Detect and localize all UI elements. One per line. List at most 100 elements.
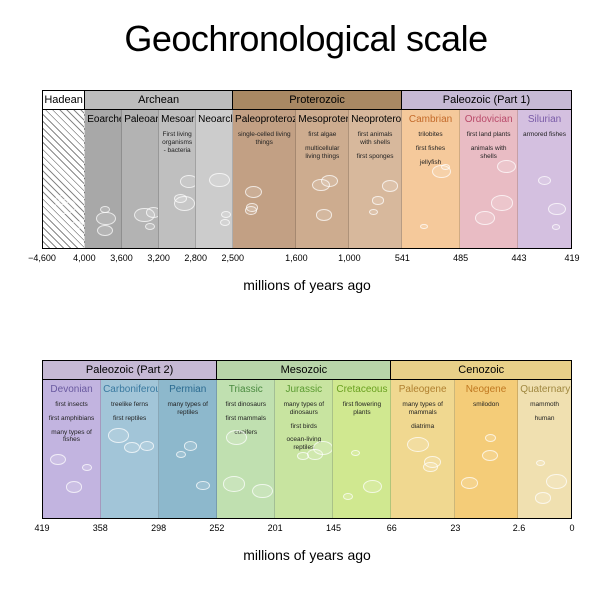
tick-label: 2,800 bbox=[184, 253, 207, 263]
organism-icon bbox=[536, 460, 545, 466]
tick-label: 252 bbox=[209, 523, 224, 533]
tick-label: 3,600 bbox=[110, 253, 133, 263]
organism-icon bbox=[363, 480, 382, 493]
organism-icon bbox=[461, 477, 478, 489]
organism-icon bbox=[209, 173, 230, 188]
tick-label: 1,600 bbox=[285, 253, 308, 263]
period-name: Mesoproterozoic bbox=[298, 114, 346, 125]
period-name: Neogene bbox=[457, 384, 515, 395]
period-cell: Cretaceous first flowering plants bbox=[333, 380, 391, 518]
tick-label: 541 bbox=[395, 253, 410, 263]
tick-label: 358 bbox=[93, 523, 108, 533]
organism-icon bbox=[66, 481, 82, 493]
organism-icon bbox=[491, 195, 513, 210]
organism-icon bbox=[420, 224, 428, 230]
organism-icon bbox=[321, 175, 338, 187]
eon-header-cell: Proterozoic bbox=[233, 91, 402, 109]
period-notes: First living organisms - bacteria bbox=[161, 131, 193, 154]
period-name: Silurian bbox=[520, 114, 569, 125]
period-notes: many types of mammalsdiatrima bbox=[393, 401, 451, 430]
organism-icon bbox=[369, 209, 378, 216]
period-notes: single-celled living things bbox=[235, 131, 293, 147]
page-title: Geochronological scale bbox=[0, 0, 612, 60]
organism-icon bbox=[548, 203, 566, 216]
tick-label: 443 bbox=[511, 253, 526, 263]
tick-label: 145 bbox=[326, 523, 341, 533]
organism-icon bbox=[424, 456, 441, 468]
organism-icon bbox=[108, 428, 129, 443]
organism-icon bbox=[538, 176, 551, 185]
period-name: Paleoproterozoic bbox=[235, 114, 293, 125]
organism-icon bbox=[407, 437, 429, 452]
organism-icon bbox=[97, 225, 113, 236]
organism-icon bbox=[180, 175, 196, 188]
organism-icon bbox=[96, 212, 116, 226]
organism-icon bbox=[71, 221, 83, 229]
axis-label-1: millions of years ago bbox=[42, 277, 572, 293]
tick-label: 4,000 bbox=[73, 253, 96, 263]
tick-label: 1,000 bbox=[338, 253, 361, 263]
period-notes: first algaemulticellular living things bbox=[298, 131, 346, 160]
period-name: Neoproterozoic bbox=[351, 114, 399, 125]
organism-icon bbox=[382, 180, 398, 191]
period-cell: Paleoarchean bbox=[122, 110, 159, 248]
eon-header-cell: Archean bbox=[85, 91, 233, 109]
organism-icon bbox=[55, 199, 76, 214]
period-name: Cambrian bbox=[404, 114, 457, 125]
period-name: Jurassic bbox=[277, 384, 330, 395]
tick-label: 2.6 bbox=[513, 523, 526, 533]
period-cell: Quaternarymammothhuman bbox=[518, 380, 571, 518]
eon-header-cell: Paleozoic (Part 2) bbox=[43, 361, 217, 379]
tick-row-2: 41935829825220114566232.60 bbox=[42, 519, 572, 533]
period-name: Cretaceous bbox=[335, 384, 388, 395]
organism-icon bbox=[485, 434, 496, 442]
organism-icon bbox=[497, 160, 516, 173]
organism-icon bbox=[50, 454, 66, 465]
organism-icon bbox=[546, 474, 568, 489]
organism-icon bbox=[124, 442, 140, 453]
period-cell: Carboniferoustreelike fernsfirst reptile… bbox=[101, 380, 159, 518]
period-name: Triassic bbox=[219, 384, 272, 395]
period-notes: first insectsfirst amphibiansmany types … bbox=[45, 401, 98, 444]
organism-icon bbox=[372, 196, 384, 204]
period-notes: trilobitesfirst fishesjellyfish bbox=[404, 131, 457, 166]
period-notes: smilodon bbox=[457, 401, 515, 409]
tick-label: 66 bbox=[387, 523, 397, 533]
timeline-lower: Paleozoic (Part 2)MesozoicCenozoic Devon… bbox=[42, 360, 572, 563]
period-cell: Triassic first dinosaursfirst mammalsconi… bbox=[217, 380, 275, 518]
period-cell: Mesoproterozoic first algaemulticellular … bbox=[296, 110, 349, 248]
period-name: Permian bbox=[161, 384, 214, 395]
organism-icon bbox=[475, 211, 495, 225]
organism-icon bbox=[351, 450, 360, 456]
period-notes: armored fishes bbox=[520, 131, 569, 139]
organism-icon bbox=[535, 492, 551, 504]
period-cell: Permianmany types of reptiles bbox=[159, 380, 217, 518]
organism-icon bbox=[174, 196, 196, 211]
period-name: Ordovician bbox=[462, 114, 515, 125]
period-notes: mammothhuman bbox=[520, 401, 569, 423]
eon-header-row-1: HadeanArcheanProterozoicPaleozoic (Part … bbox=[42, 90, 572, 109]
period-cell: Paleoproterozoic single-celled living thi… bbox=[233, 110, 296, 248]
period-cell: Jurassicmany types of dinosaursfirst bir… bbox=[275, 380, 333, 518]
organism-icon bbox=[176, 451, 186, 458]
timeline-upper: HadeanArcheanProterozoicPaleozoic (Part … bbox=[42, 90, 572, 293]
organism-icon bbox=[307, 449, 323, 460]
period-cell: MesoarcheanFirst living organisms - bact… bbox=[159, 110, 196, 248]
organism-icon bbox=[196, 481, 210, 491]
period-cell: Neogene smilodon bbox=[455, 380, 518, 518]
organism-icon bbox=[184, 441, 198, 450]
period-notes: first dinosaursfirst mammalsconifers bbox=[219, 401, 272, 436]
tick-label: 419 bbox=[34, 523, 49, 533]
tick-label: 485 bbox=[453, 253, 468, 263]
tick-label: 23 bbox=[450, 523, 460, 533]
organism-icon bbox=[82, 464, 92, 471]
period-notes: first flowering plants bbox=[335, 401, 388, 417]
period-name: Carboniferous bbox=[103, 384, 156, 395]
eon-header-cell: Paleozoic (Part 1) bbox=[402, 91, 571, 109]
tick-label: −4,600 bbox=[28, 253, 56, 263]
period-row-2: Devonianfirst insectsfirst amphibiansman… bbox=[42, 379, 572, 519]
period-notes: first land plantsanimals with shells bbox=[462, 131, 515, 160]
organism-icon bbox=[226, 430, 247, 445]
axis-label-2: millions of years ago bbox=[42, 547, 572, 563]
tick-label: 201 bbox=[268, 523, 283, 533]
